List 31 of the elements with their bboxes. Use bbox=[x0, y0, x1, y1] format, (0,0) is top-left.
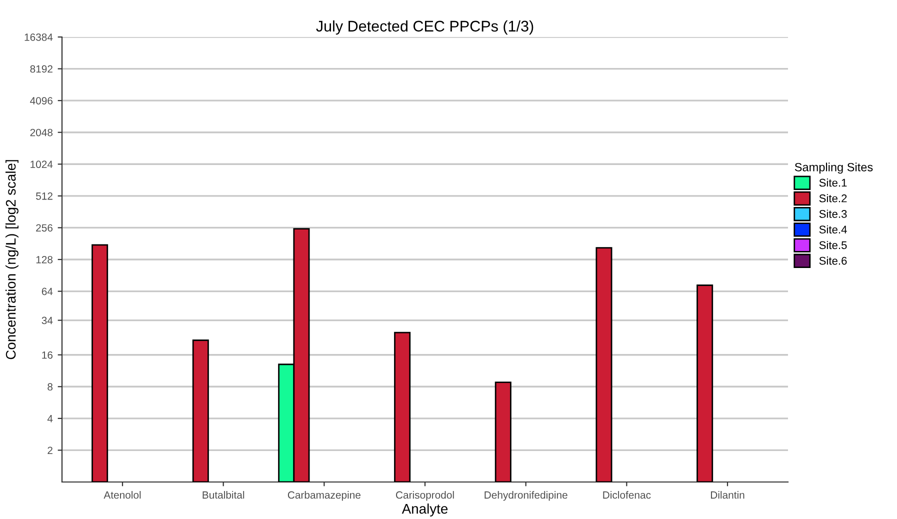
y-tick-label: 128 bbox=[36, 256, 53, 264]
x-tick-label: Carbamazepine bbox=[288, 491, 360, 501]
legend-label: Site.5 bbox=[819, 240, 847, 250]
y-tick-label: 16 bbox=[42, 351, 53, 359]
y-axis-title: Concentration (ng/L) [log2 scale] bbox=[6, 160, 18, 360]
x-tick-label: Carisoprodol bbox=[396, 491, 454, 501]
y-tick-label: 2 bbox=[48, 446, 52, 454]
y-tick-label: 512 bbox=[36, 192, 52, 200]
y-tick-label: 4096 bbox=[30, 97, 53, 104]
y-tick-label: 64 bbox=[42, 288, 53, 296]
x-tick-label: Dehydronifedipine bbox=[484, 491, 568, 501]
y-tick-label: 8192 bbox=[30, 65, 52, 73]
x-axis-title: Analyte bbox=[402, 504, 448, 516]
x-tick-label: Atenolol bbox=[104, 491, 141, 499]
y-tick-label: 256 bbox=[36, 224, 53, 232]
legend-label: Site.1 bbox=[819, 178, 847, 187]
chart-title: July Detected CEC PPCPs (1/3) bbox=[316, 20, 534, 35]
x-tick-label: Butalbital bbox=[202, 491, 244, 499]
y-tick-label: 8 bbox=[48, 383, 53, 391]
x-tick-label: Diclofenac bbox=[603, 491, 651, 499]
legend-label: Site.4 bbox=[819, 225, 847, 234]
legend-label: Site.2 bbox=[819, 194, 847, 202]
y-tick-label: 34 bbox=[42, 316, 53, 324]
legend-title: Sampling Sites bbox=[794, 162, 873, 174]
x-tick-label: Dilantin bbox=[710, 491, 744, 499]
y-tick-label: 4 bbox=[47, 415, 53, 422]
legend-label: Site.3 bbox=[819, 210, 847, 218]
legend-label: Site.6 bbox=[819, 256, 847, 265]
y-tick-label: 1024 bbox=[30, 160, 53, 168]
y-tick-label: 16384 bbox=[24, 34, 53, 41]
y-tick-label: 2048 bbox=[30, 128, 53, 136]
